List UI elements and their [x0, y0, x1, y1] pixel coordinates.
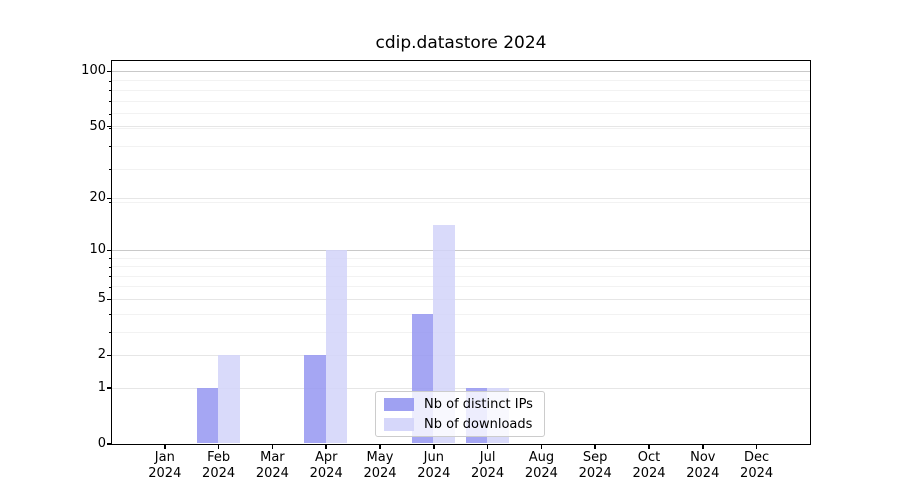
- y-tick-minor: [108, 169, 111, 171]
- bar-distinct-ips-apr: [304, 354, 326, 444]
- x-tick-label: Mar 2024: [255, 450, 289, 481]
- gridline-minor: [111, 145, 810, 147]
- y-tick-label: 2: [97, 347, 106, 363]
- gridline-minor: [111, 113, 810, 114]
- legend-entry-downloads: Nb of downloads: [384, 417, 536, 432]
- y-tick: [107, 354, 111, 357]
- legend-label-downloads: Nb of downloads: [424, 416, 533, 432]
- y-tick-label: 20: [89, 190, 106, 206]
- bar-distinct-ips-feb: [196, 387, 219, 444]
- x-tick-label: Nov 2024: [686, 450, 720, 481]
- chart-title: cdip.datastore 2024: [375, 33, 547, 53]
- y-tick: [107, 125, 111, 128]
- x-tick: [271, 444, 274, 449]
- x-tick-label: Sep 2024: [578, 450, 612, 481]
- x-tick-label: Dec 2024: [740, 450, 774, 481]
- legend-entry-distinct-ips: Nb of distinct IPs: [384, 397, 536, 412]
- gridline-minor: [111, 313, 810, 315]
- y-tick-minor: [108, 90, 111, 92]
- x-tick: [486, 444, 489, 449]
- gridline: [111, 126, 810, 128]
- x-tick: [325, 444, 327, 449]
- gridline-minor: [111, 266, 810, 268]
- bar-downloads-feb: [218, 354, 240, 444]
- y-tick-minor: [108, 146, 111, 148]
- gridline-minor: [111, 89, 810, 91]
- x-tick-label: Oct 2024: [632, 450, 666, 481]
- x-tick-label: Aug 2024: [524, 450, 558, 481]
- x-tick-label: Jan 2024: [148, 450, 182, 481]
- y-tick: [107, 443, 111, 445]
- y-tick: [107, 70, 111, 73]
- gridline-minor: [111, 80, 810, 82]
- gridline-minor: [111, 257, 810, 259]
- legend-swatch-downloads: [384, 417, 414, 431]
- y-tick-minor: [108, 314, 111, 316]
- x-tick-label: Feb 2024: [202, 450, 236, 481]
- x-tick: [379, 444, 381, 449]
- x-tick: [540, 444, 543, 449]
- gridline-minor: [111, 275, 810, 277]
- x-tick-label: Jun 2024: [417, 450, 451, 481]
- y-tick-minor: [108, 332, 111, 334]
- y-tick: [107, 197, 111, 199]
- x-tick: [702, 444, 704, 449]
- gridline-major: [111, 70, 810, 72]
- gridline: [111, 387, 810, 389]
- y-tick-label: 5: [97, 291, 106, 307]
- y-tick-minor: [108, 266, 111, 268]
- y-tick-minor: [108, 80, 111, 82]
- gridline: [111, 197, 810, 199]
- x-tick: [433, 444, 435, 449]
- gridline-minor: [111, 286, 810, 288]
- gridline-minor: [111, 100, 810, 102]
- y-tick: [107, 387, 111, 389]
- y-tick-minor: [108, 113, 111, 115]
- x-tick-label: May 2024: [363, 450, 397, 481]
- y-tick-minor: [108, 286, 111, 288]
- y-tick-label: 50: [89, 118, 106, 134]
- y-tick-label: 0: [97, 436, 106, 451]
- x-tick: [648, 444, 650, 449]
- y-tick-minor: [108, 128, 111, 130]
- legend-swatch-distinct-ips: [384, 397, 414, 411]
- gridline-major: [111, 249, 810, 251]
- plot-area: [110, 59, 811, 445]
- y-tick-label: 100: [81, 63, 106, 79]
- legend: Nb of distinct IPs Nb of downloads: [375, 391, 545, 437]
- gridline: [111, 354, 810, 356]
- x-tick-label: Jul 2024: [471, 450, 505, 481]
- bar-downloads-jun: [433, 224, 455, 444]
- bar-downloads-apr: [325, 249, 348, 444]
- gridline-minor: [111, 127, 810, 129]
- y-tick: [107, 298, 111, 301]
- legend-label-distinct-ips: Nb of distinct IPs: [424, 396, 533, 412]
- y-tick-minor: [108, 101, 111, 103]
- y-tick-minor: [108, 258, 111, 260]
- y-tick: [107, 249, 111, 252]
- y-tick-label: 1: [97, 380, 106, 396]
- gridline-minor: [111, 201, 810, 203]
- x-tick-label: Apr 2024: [309, 450, 343, 481]
- x-tick: [217, 444, 220, 449]
- gridline-minor: [111, 168, 810, 170]
- x-tick: [594, 444, 596, 449]
- gridline: [111, 298, 810, 300]
- gridline-minor: [111, 331, 810, 333]
- x-tick: [164, 444, 166, 449]
- y-tick-label: 10: [89, 242, 106, 258]
- x-tick: [755, 444, 758, 449]
- y-tick-minor: [108, 202, 111, 204]
- y-tick-minor: [108, 276, 111, 278]
